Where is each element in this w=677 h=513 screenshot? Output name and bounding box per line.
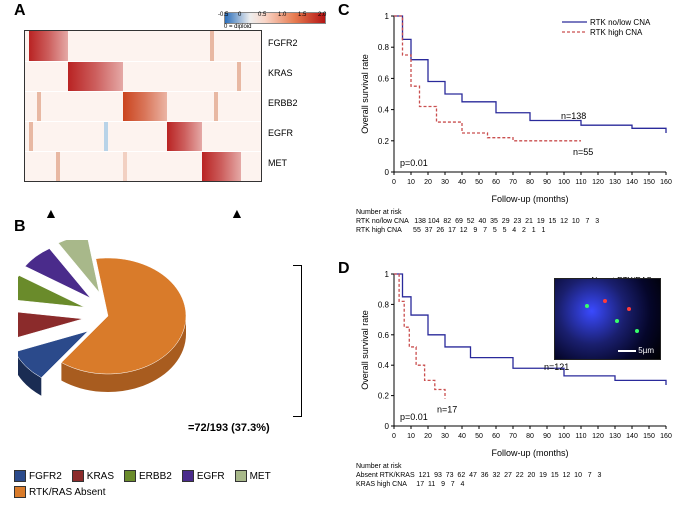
- heatmap-arrow-left: ▲: [44, 205, 58, 221]
- inset-scalebar: 5µm: [618, 346, 654, 355]
- svg-text:0: 0: [392, 179, 396, 186]
- legend-item: EGFR: [182, 470, 225, 482]
- svg-text:Follow-up (months): Follow-up (months): [491, 194, 568, 204]
- fish-dot: [635, 329, 639, 333]
- svg-text:140: 140: [626, 179, 638, 186]
- heatmap-row-label: KRAS: [268, 68, 293, 78]
- svg-text:p=0.01: p=0.01: [400, 412, 428, 422]
- svg-text:0.8: 0.8: [378, 300, 390, 309]
- fish-dot: [627, 307, 631, 311]
- survival-svg-c: 00.20.40.60.8101020304050607080901001101…: [356, 8, 672, 208]
- svg-text:0.2: 0.2: [378, 392, 390, 401]
- figure: A B C D 0 = diploid FGFR2KRASERBB2EGFRME…: [0, 0, 677, 513]
- svg-text:150: 150: [643, 179, 655, 186]
- svg-text:160: 160: [660, 179, 672, 186]
- legend-item: ERBB2: [124, 470, 172, 482]
- svg-text:Overall survival rate: Overall survival rate: [360, 310, 370, 390]
- heatmap-row-label: ERBB2: [268, 98, 298, 108]
- svg-text:110: 110: [575, 179, 586, 186]
- svg-text:n=121: n=121: [544, 362, 569, 372]
- svg-text:10: 10: [407, 433, 415, 440]
- svg-text:p=0.01: p=0.01: [400, 158, 428, 168]
- fish-dot: [585, 304, 589, 308]
- svg-text:0: 0: [385, 422, 390, 431]
- svg-text:90: 90: [543, 179, 551, 186]
- svg-text:70: 70: [509, 433, 517, 440]
- svg-text:0: 0: [392, 433, 396, 440]
- survival-plot-d: 00.20.40.60.8101020304050607080901001101…: [356, 266, 672, 510]
- panel-label-c: C: [338, 2, 350, 20]
- legend-item: MET: [235, 470, 271, 482]
- heatmap-row-label: FGFR2: [268, 38, 298, 48]
- svg-text:0.6: 0.6: [378, 74, 390, 83]
- svg-text:90: 90: [543, 433, 551, 440]
- heatmap-arrow-right: ▲: [230, 205, 244, 221]
- svg-text:130: 130: [609, 179, 621, 186]
- pie-annotation: =72/193 (37.3%): [188, 422, 270, 434]
- svg-text:140: 140: [626, 433, 638, 440]
- inset-scale-text: 5µm: [638, 346, 654, 355]
- svg-text:0.6: 0.6: [378, 331, 390, 340]
- svg-text:1: 1: [385, 270, 390, 279]
- svg-text:Overall survival rate: Overall survival rate: [360, 54, 370, 134]
- svg-text:0: 0: [385, 168, 390, 177]
- svg-text:130: 130: [609, 433, 621, 440]
- pie-chart: [18, 240, 218, 400]
- svg-text:70: 70: [509, 179, 517, 186]
- svg-text:60: 60: [492, 179, 500, 186]
- pie-panel: =72/193 (37.3%): [18, 230, 318, 490]
- heatmap-row-label: MET: [268, 158, 287, 168]
- risk-table-c: Number at risk RTK no/low CNA 138 104 82…: [356, 208, 672, 235]
- svg-text:0.4: 0.4: [378, 361, 390, 370]
- svg-text:50: 50: [475, 179, 483, 186]
- risk-table-d: Number at risk Absent RTK/KRAS 121 93 73…: [356, 462, 672, 489]
- svg-text:20: 20: [424, 179, 432, 186]
- svg-text:120: 120: [592, 179, 604, 186]
- svg-text:160: 160: [660, 433, 672, 440]
- panel-label-d: D: [338, 260, 350, 278]
- legend-item: RTK/RAS Absent: [14, 486, 106, 498]
- svg-text:100: 100: [558, 179, 570, 186]
- svg-text:40: 40: [458, 433, 466, 440]
- svg-text:RTK high CNA: RTK high CNA: [590, 28, 643, 37]
- svg-text:80: 80: [526, 433, 534, 440]
- svg-text:n=138: n=138: [561, 111, 586, 121]
- svg-text:0.2: 0.2: [378, 137, 390, 146]
- heatmap-row-label: EGFR: [268, 128, 293, 138]
- legend-item: FGFR2: [14, 470, 62, 482]
- fish-inset: 5µm: [554, 278, 661, 360]
- svg-text:120: 120: [592, 433, 604, 440]
- svg-text:60: 60: [492, 433, 500, 440]
- svg-text:0.4: 0.4: [378, 106, 390, 115]
- svg-text:10: 10: [407, 179, 415, 186]
- svg-text:n=17: n=17: [437, 405, 457, 415]
- survival-plot-c: 00.20.40.60.8101020304050607080901001101…: [356, 8, 672, 256]
- legend-item: KRAS: [72, 470, 114, 482]
- svg-text:RTK no/low CNA: RTK no/low CNA: [590, 18, 651, 27]
- heatmap-grid: [24, 30, 262, 182]
- svg-text:Follow-up (months): Follow-up (months): [491, 448, 568, 458]
- svg-text:150: 150: [643, 433, 655, 440]
- heatmap-panel: 0 = diploid FGFR2KRASERBB2EGFRMET -0.500…: [24, 10, 304, 185]
- svg-text:100: 100: [558, 433, 570, 440]
- pie-bracket: [293, 265, 302, 417]
- svg-text:30: 30: [441, 179, 449, 186]
- svg-text:80: 80: [526, 179, 534, 186]
- svg-text:30: 30: [441, 433, 449, 440]
- pie-legend: FGFR2 KRAS ERBB2 EGFR MET RTK/RAS Absent: [14, 470, 314, 498]
- svg-text:0.8: 0.8: [378, 43, 390, 52]
- svg-text:1: 1: [385, 12, 390, 21]
- fish-dot: [603, 299, 607, 303]
- fish-dot: [615, 319, 619, 323]
- svg-text:40: 40: [458, 179, 466, 186]
- svg-text:20: 20: [424, 433, 432, 440]
- svg-text:50: 50: [475, 433, 483, 440]
- svg-text:n=55: n=55: [573, 147, 593, 157]
- svg-text:110: 110: [575, 433, 586, 440]
